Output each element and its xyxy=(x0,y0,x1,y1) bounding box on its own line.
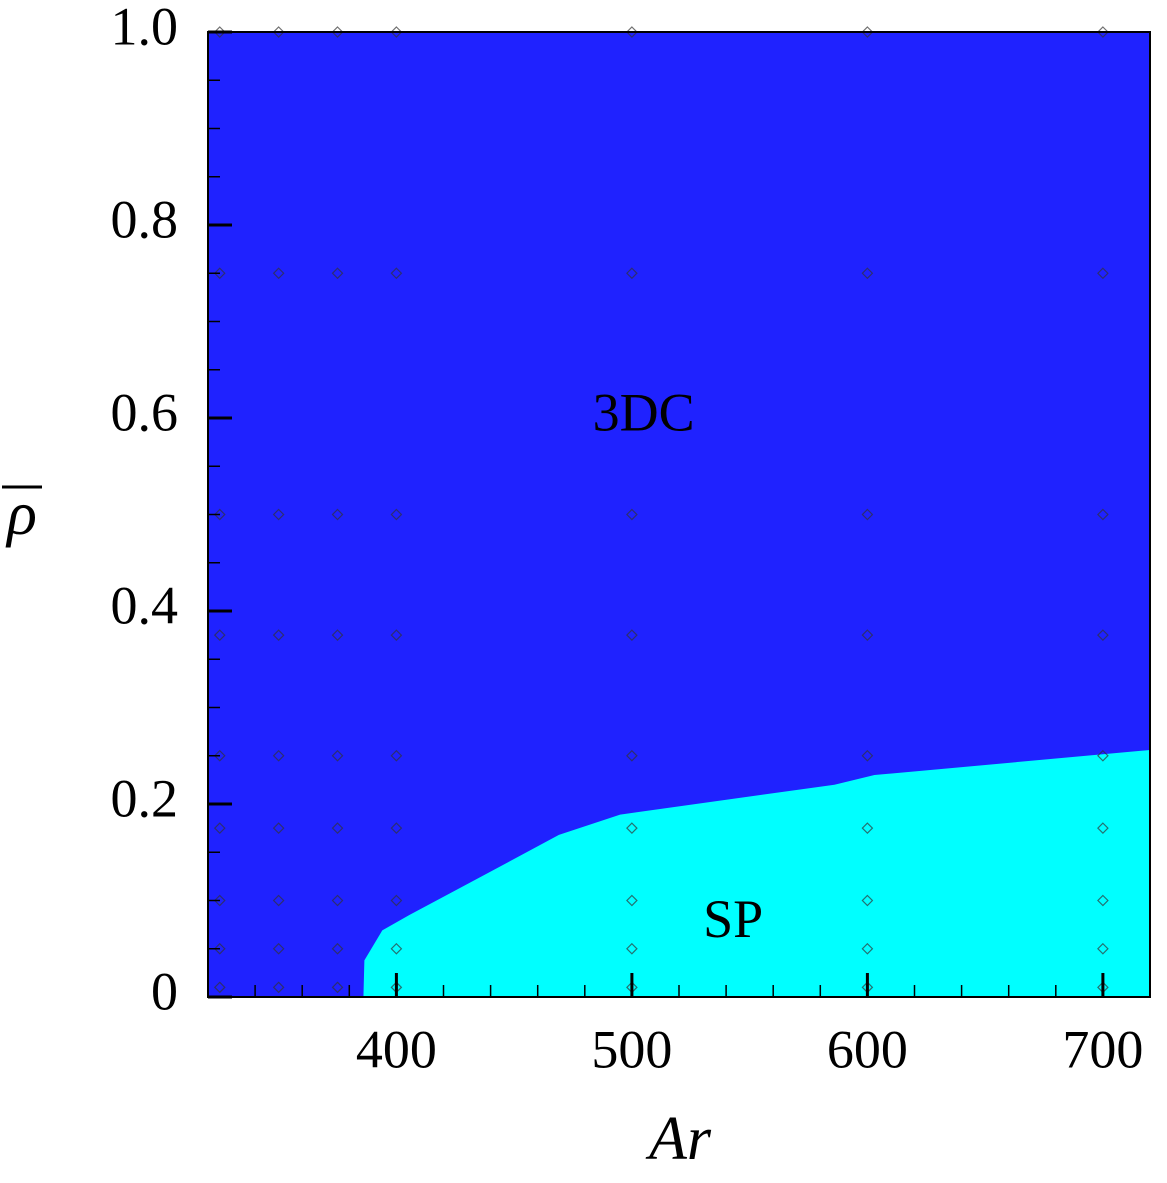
y-tick-label: 0.4 xyxy=(111,575,179,635)
sample-point xyxy=(213,981,226,994)
sample-point xyxy=(331,942,344,955)
sample-point xyxy=(390,822,403,834)
sample-point xyxy=(1097,26,1109,38)
y-tick-label: 1.0 xyxy=(111,0,179,56)
sample-point xyxy=(272,942,285,955)
region-label: 3DC xyxy=(593,382,695,442)
sample-point xyxy=(861,508,874,521)
x-axis-label: Ar xyxy=(645,1105,712,1173)
sample-point xyxy=(272,267,285,280)
sample-point xyxy=(390,749,403,762)
sample-point xyxy=(1097,822,1109,834)
sample-point xyxy=(626,894,638,907)
sample-point xyxy=(331,894,344,907)
sample-point xyxy=(272,749,285,762)
y-tick-label: 0.6 xyxy=(111,382,179,442)
sample-point xyxy=(331,629,344,641)
region-boundary xyxy=(363,749,1150,997)
sample-point xyxy=(390,26,403,38)
sample-point xyxy=(331,508,344,521)
sample-point xyxy=(331,822,344,834)
sample-point xyxy=(331,267,344,280)
y-axis-label: ρ xyxy=(5,480,37,548)
sample-point xyxy=(331,749,344,762)
sample-point xyxy=(861,822,874,834)
sample-point xyxy=(390,508,403,521)
sample-point xyxy=(272,822,285,834)
sample-point xyxy=(626,629,638,641)
sample-point xyxy=(861,942,874,955)
sample-point xyxy=(213,942,226,955)
sample-point xyxy=(390,629,403,641)
sample-point xyxy=(861,629,874,641)
x-tick-label: 700 xyxy=(1062,1019,1143,1079)
sample-point xyxy=(213,749,226,762)
sample-point xyxy=(626,749,638,762)
sample-point xyxy=(626,267,638,280)
sample-point xyxy=(213,26,226,38)
sample-point xyxy=(213,267,226,280)
sample-point xyxy=(390,267,403,280)
y-tick-label: 0.8 xyxy=(111,189,179,249)
sample-point xyxy=(1097,749,1109,762)
sample-point xyxy=(861,894,874,907)
sample-point xyxy=(331,981,344,994)
sample-point xyxy=(390,942,403,955)
sample-point xyxy=(1097,629,1109,641)
sample-point xyxy=(213,822,226,834)
y-tick-label: 0 xyxy=(151,961,178,1021)
sample-point xyxy=(626,508,638,521)
sample-point xyxy=(1097,894,1109,907)
sample-point xyxy=(626,822,638,834)
sample-point xyxy=(861,267,874,280)
region-label: SP xyxy=(703,889,763,949)
sample-point xyxy=(331,26,344,38)
sample-point xyxy=(1097,508,1109,521)
sample-point xyxy=(272,894,285,907)
sample-point xyxy=(626,26,638,38)
sample-point xyxy=(213,894,226,907)
sample-point xyxy=(213,629,226,641)
sample-point xyxy=(1097,942,1109,955)
sample-point xyxy=(626,942,638,955)
sample-point xyxy=(272,508,285,521)
sample-point xyxy=(390,894,403,907)
y-tick-label: 0.2 xyxy=(111,768,179,828)
sample-point xyxy=(861,26,874,38)
x-tick-label: 500 xyxy=(591,1019,672,1079)
sample-point xyxy=(272,981,285,994)
x-tick-label: 400 xyxy=(356,1019,437,1079)
sample-point xyxy=(213,508,226,521)
sample-point xyxy=(272,629,285,641)
sample-point xyxy=(272,26,285,38)
sample-point xyxy=(1097,267,1109,280)
x-tick-label: 600 xyxy=(827,1019,908,1079)
sample-point xyxy=(861,749,874,762)
